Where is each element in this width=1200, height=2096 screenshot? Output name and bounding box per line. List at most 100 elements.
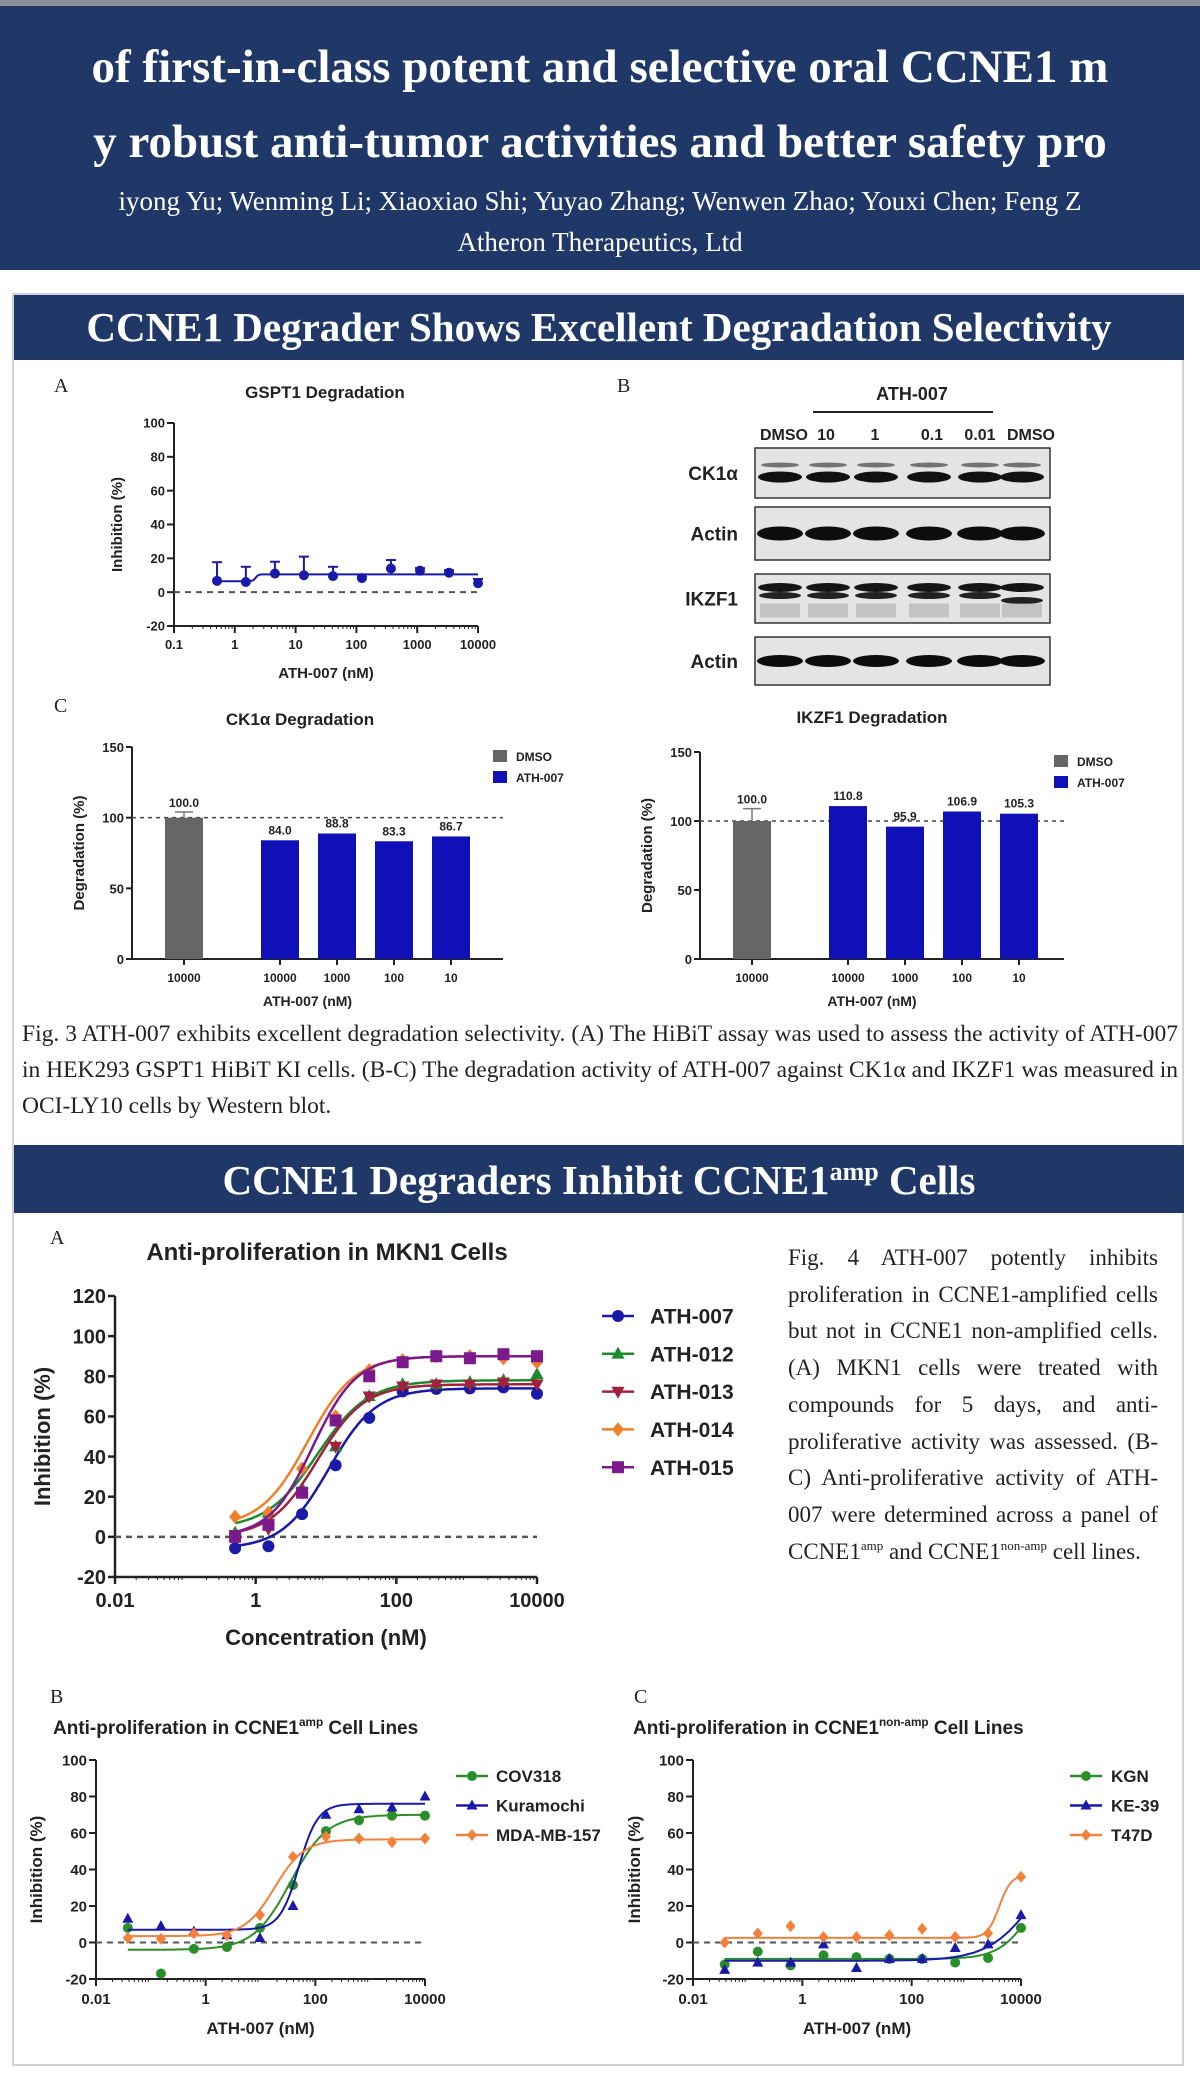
series-t47d	[719, 1870, 1026, 1949]
top-strip	[0, 0, 1200, 6]
y-tick-label: 0	[685, 952, 692, 967]
legend-label: COV318	[496, 1767, 561, 1786]
data-point	[296, 1486, 309, 1499]
protein-band	[957, 526, 1003, 541]
data-point	[254, 1931, 266, 1942]
data-point	[240, 577, 251, 588]
chart-title-sup: amp	[299, 1716, 323, 1729]
x-tick-label: 10000	[831, 971, 865, 985]
y-axis-label: Degradation (%)	[71, 795, 88, 910]
caption-sup: non-amp	[1000, 1537, 1048, 1553]
data-point	[496, 1377, 511, 1390]
protein-band	[907, 583, 951, 592]
section-2-title-text: CCNE1 Degraders Inhibit CCNE1	[222, 1157, 830, 1203]
lane-label: 10	[817, 427, 835, 444]
data-point	[356, 573, 367, 584]
panel-label: A	[50, 1227, 65, 1249]
bar	[318, 833, 356, 959]
x-tick-label: 10000	[167, 971, 201, 985]
figure-3-caption: Fig. 3 ATH-007 exhibits excellent degrad…	[22, 1021, 1178, 1119]
y-tick-label: 40	[151, 517, 165, 532]
data-point	[1080, 1799, 1092, 1810]
data-point	[497, 1348, 510, 1361]
data-point	[262, 1540, 275, 1553]
poster-header: of first-in-class potent and selective o…	[0, 6, 1200, 270]
data-point	[1016, 1922, 1026, 1933]
x-tick-label: 1000	[403, 637, 432, 652]
section-1-title: CCNE1 Degrader Shows Excellent Degradati…	[14, 295, 1184, 360]
x-axis-label: ATH-007 (nM)	[206, 2019, 314, 2038]
series-ath-013	[228, 1377, 544, 1543]
data-point	[752, 1956, 764, 1967]
data-point	[269, 568, 280, 579]
data-point	[420, 1810, 430, 1821]
legend-label: ATH-007	[650, 1306, 734, 1329]
lane-label: 0.1	[921, 427, 943, 444]
data-point	[254, 1909, 265, 1922]
data-point	[188, 1927, 199, 1940]
y-tick-label: 60	[667, 1825, 684, 1842]
protein-band	[853, 526, 899, 541]
x-tick-label: 10	[1012, 971, 1026, 985]
fit-curve	[724, 1926, 1022, 1960]
protein-band	[999, 526, 1045, 541]
data-point	[818, 1938, 830, 1949]
data-point	[229, 1542, 242, 1555]
legend-label: Kuramochi	[496, 1797, 585, 1816]
legend-label: ATH-014	[650, 1419, 734, 1442]
data-point	[396, 1381, 410, 1394]
chart-title: IKZF1 Degradation	[796, 708, 947, 727]
data-point	[1081, 1771, 1091, 1781]
data-point	[1081, 1829, 1091, 1841]
x-tick-label: 100	[303, 1991, 328, 2008]
blot-row-label: Actin	[691, 652, 739, 673]
blot-row-label: IKZF1	[685, 590, 738, 611]
protein-band	[908, 592, 950, 599]
series-mda-mb-157	[122, 1830, 430, 1945]
data-point	[320, 1830, 331, 1843]
data-point	[443, 567, 454, 578]
data-point	[419, 1790, 431, 1801]
y-tick-label: 80	[667, 1789, 684, 1806]
y-tick-label: 80	[84, 1366, 106, 1388]
y-tick-label: 100	[659, 1752, 684, 1769]
chart-title-text: Anti-proliferation in CCNE1	[53, 1718, 299, 1739]
data-point	[229, 1509, 242, 1524]
x-tick-label: 100	[952, 971, 972, 985]
data-point	[463, 1352, 476, 1365]
bar-value-label: 106.9	[947, 794, 977, 808]
x-tick-label: 1000	[324, 971, 351, 985]
y-tick-label: 20	[70, 1898, 87, 1915]
x-tick-label: 10	[444, 971, 458, 985]
series-ath-014	[229, 1349, 543, 1524]
bar-chart: IKZF1 Degradation 0 50 100 150 100.0 10000 110.…	[639, 708, 1125, 1009]
legend-label: KE-39	[1111, 1797, 1159, 1816]
y-tick-label: 100	[73, 1326, 106, 1348]
x-tick-label: 10000	[460, 637, 496, 652]
data-point	[612, 1461, 624, 1474]
protein-band	[1000, 583, 1044, 592]
bar	[165, 817, 203, 959]
protein-band	[906, 655, 952, 667]
dose-response-chart: Anti-proliferation in CCNE1amp Cell Line…	[27, 1716, 601, 2038]
protein-band	[959, 592, 1001, 599]
figure-4-caption: Fig. 4 ATH-007 potently inhibits prolife…	[788, 1240, 1158, 1570]
data-point	[363, 1411, 376, 1424]
caption-sup: amp	[860, 1537, 884, 1553]
data-point	[155, 1968, 166, 1979]
x-tick-label: 10000	[509, 1590, 565, 1612]
protein-band	[855, 592, 897, 599]
protein-smear	[960, 603, 1000, 618]
data-point	[221, 1942, 232, 1953]
data-point	[884, 1929, 895, 1942]
chart-title: Anti-proliferation in CCNE1amp Cell Line…	[53, 1716, 418, 1739]
data-point	[386, 1810, 397, 1821]
data-point	[949, 1941, 961, 1952]
protein-band	[807, 592, 849, 599]
fit-curve	[234, 1383, 537, 1534]
lane-label: 1	[871, 427, 880, 444]
protein-band	[759, 592, 801, 599]
legend-label: ATH-012	[650, 1343, 734, 1366]
y-tick-label: 40	[70, 1862, 87, 1879]
